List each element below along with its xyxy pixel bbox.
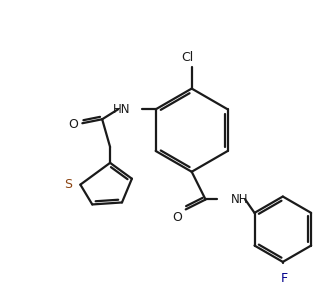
Text: Cl: Cl <box>182 51 194 64</box>
Text: HN: HN <box>112 103 130 116</box>
Text: O: O <box>172 211 182 224</box>
Text: S: S <box>65 178 73 191</box>
Text: O: O <box>68 118 79 131</box>
Text: F: F <box>281 272 288 285</box>
Text: NH: NH <box>231 193 249 206</box>
